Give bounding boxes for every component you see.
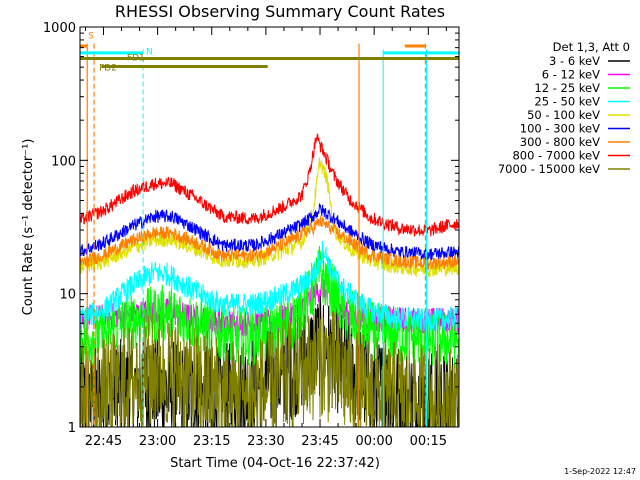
legend-label: 100 - 300 keV (520, 122, 600, 136)
legend-label: 3 - 6 keV (549, 54, 600, 68)
y-tick-label: 1 (68, 421, 76, 436)
axis-layer: 22:45 23:00 23:15 23:30 23:45 00:00 00:15 1 10 10… (43, 21, 459, 449)
legend-label: 6 - 12 keV (542, 68, 600, 82)
x-tick-label: 00:00 (355, 434, 392, 449)
timestamp: 1-Sep-2022 12:47 (564, 467, 636, 476)
x-tick-label: 23:15 (193, 434, 230, 449)
series-line-8 (80, 299, 459, 427)
plot-frame (79, 26, 460, 428)
legend-label: 7000 - 15000 keV (498, 162, 600, 176)
y-tick-label: 100 (51, 154, 76, 169)
flare-label-fd2: FD2 (99, 64, 117, 74)
y-tick-label: 10 (59, 288, 76, 303)
x-tick-label: 23:30 (247, 434, 284, 449)
x-axis-label: Start Time (04-Oct-16 22:37:42) (170, 456, 380, 471)
y-tick-label: 1000 (43, 21, 76, 36)
x-tick-label: 23:00 (139, 434, 176, 449)
legend-label: 25 - 50 keV (534, 95, 600, 109)
y-axis-label: Count Rate (s⁻¹ detector⁻¹) (21, 139, 36, 316)
legend-label: 800 - 7000 keV (512, 149, 600, 163)
x-tick-label: 23:45 (301, 434, 338, 449)
legend-label: 50 - 100 keV (527, 108, 600, 122)
legend-header: Det 1,3, Att 0 (553, 40, 630, 54)
chart-title: RHESSI Observing Summary Count Rates (115, 2, 445, 21)
flare-label-fd1: FD1 (127, 54, 145, 64)
x-tick-label: 00:15 (410, 434, 447, 449)
legend-label: 12 - 25 keV (534, 81, 600, 95)
saa-label: S (88, 31, 94, 41)
x-tick-label: 22:45 (85, 434, 122, 449)
night-label: N (146, 48, 153, 58)
legend-label: 300 - 800 keV (520, 135, 600, 149)
